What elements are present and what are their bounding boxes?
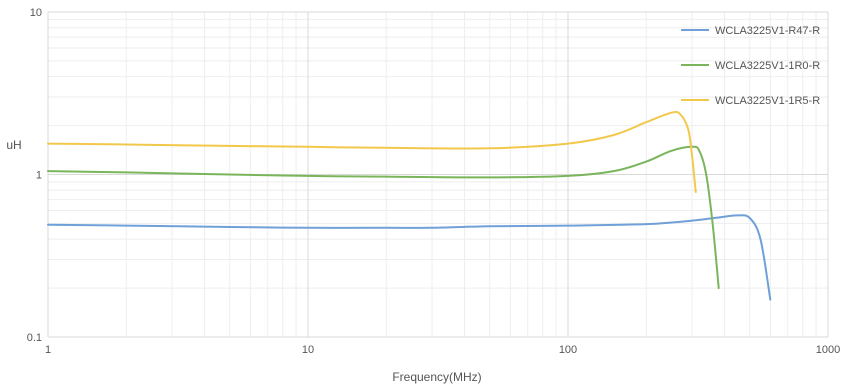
x-tick-label: 100 [559,344,577,356]
legend-label: WCLA3225V1-1R5-R [715,95,820,107]
major-gridlines [47,11,829,338]
y-tick-label: 10 [30,7,42,19]
x-tick-label: 10 [302,344,314,356]
legend: WCLA3225V1-R47-R WCLA3225V1-1R0-R WCLA3225… [681,25,820,107]
legend-label: WCLA3225V1-1R0-R [715,60,820,72]
x-tick-label: 1000 [816,344,840,356]
x-axis-title: Frequency(MHz) [392,370,481,384]
x-axis-tick-labels: 1 10 100 1000 [45,344,840,356]
y-tick-label: 1 [36,170,42,182]
legend-label: WCLA3225V1-R47-R [715,25,820,37]
series-line [47,145,720,290]
series-lines [47,110,772,301]
series-line [47,214,772,301]
series-line [47,110,697,193]
y-axis-title: uH [6,138,21,152]
x-tick-label: 1 [45,344,51,356]
y-axis-tick-labels: 0.1 1 10 [27,7,42,344]
y-tick-label: 0.1 [27,332,42,344]
